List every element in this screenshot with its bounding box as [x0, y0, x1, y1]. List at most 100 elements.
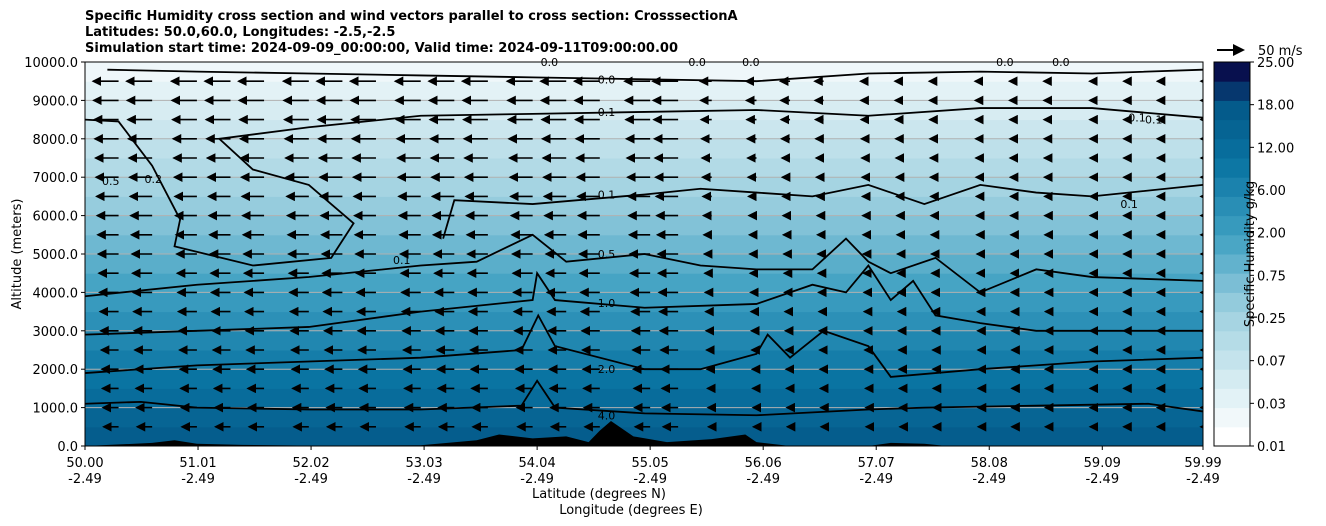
quiver-key-label: 50 m/s: [1258, 44, 1303, 59]
humidity-band: [85, 138, 1203, 159]
colorbar-tick-label: 12.00: [1257, 141, 1294, 156]
x-tick-label-lat: 59.09: [1084, 456, 1121, 471]
humidity-band: [85, 100, 1203, 121]
colorbar-level: [1214, 100, 1250, 121]
colorbar-level: [1214, 350, 1250, 370]
x-axis-label-lat: Latitude (degrees N): [532, 487, 666, 502]
humidity-band: [85, 407, 1203, 428]
y-tick-label: 6000.0: [33, 210, 79, 225]
colorbar-level: [1214, 254, 1250, 274]
contour-label: 0.1: [1145, 114, 1163, 127]
y-axis: 0.0 1000.0 2000.0 3000.0 4000.0 5000.0 6000.0 7…: [24, 56, 85, 455]
x-tick-label-lon: -2.49: [407, 472, 441, 487]
contour-label: 0.5: [598, 248, 616, 261]
y-tick-label: 1000.0: [33, 402, 79, 417]
x-tick-label-lon: -2.49: [520, 472, 554, 487]
y-tick-label: 4000.0: [33, 286, 79, 301]
colorbar-level: [1214, 407, 1250, 428]
humidity-band: [85, 426, 1203, 446]
terrain-profile: [85, 421, 1203, 446]
x-tick-label-lat: 59.99: [1184, 456, 1221, 471]
contour-label: 0.1: [1120, 198, 1138, 211]
colorbar-tick-label: 2.00: [1257, 227, 1286, 242]
colorbar-level: [1214, 62, 1250, 82]
humidity-band: [85, 369, 1203, 389]
x-tick-label-lon: -2.49: [746, 472, 780, 487]
colorbar-tick-label: 6.00: [1257, 184, 1286, 199]
x-tick-label-lon: -2.49: [294, 472, 328, 487]
contour-label: 0.1: [1128, 112, 1146, 125]
x-tick-label-lon: -2.49: [859, 472, 893, 487]
x-tick-label-lat: 52.02: [292, 456, 329, 471]
x-tick-label-lon: -2.49: [1186, 472, 1220, 487]
title-line-2: Latitudes: 50.0,60.0, Longitudes: -2.5,-…: [85, 25, 396, 40]
humidity-band: [85, 234, 1203, 255]
colorbar-tick-label: 0.03: [1257, 397, 1286, 412]
colorbar-tick-label: 0.25: [1257, 312, 1286, 327]
y-axis-label: Altitude (meters): [10, 199, 25, 310]
contour-label: 0.1: [393, 254, 411, 267]
x-tick-label-lat: 50.00: [66, 456, 103, 471]
x-tick-label-lat: 57.07: [858, 456, 895, 471]
x-tick-label-lon: -2.49: [1085, 472, 1119, 487]
colorbar-level: [1214, 138, 1250, 159]
y-tick-label: 2000.0: [33, 363, 79, 378]
title-line-3: Simulation start time: 2024-09-09_00:00:…: [85, 41, 678, 56]
contour-label: 0.2: [145, 173, 163, 186]
x-tick-label-lat: 53.03: [405, 456, 442, 471]
humidity-band: [85, 330, 1203, 351]
colorbar-level: [1214, 158, 1250, 178]
colorbar-level: [1214, 311, 1250, 332]
contour-line-0.0: [107, 68, 1203, 83]
y-tick-label: 9000.0: [33, 94, 79, 109]
humidity-band: [85, 292, 1203, 313]
contour-label: 0.0: [598, 73, 616, 86]
contour-label: 0.5: [102, 175, 120, 188]
colorbar-tick-label: 0.07: [1257, 355, 1286, 370]
x-tick-label-lon: -2.49: [972, 472, 1006, 487]
humidity-band: [85, 273, 1203, 293]
contour-line-0.1: [85, 107, 1203, 267]
x-tick-label-lat: 56.06: [745, 456, 782, 471]
y-tick-label: 8000.0: [33, 133, 79, 148]
contour-line-0.1: [442, 183, 1203, 239]
colorbar-level: [1214, 119, 1250, 140]
colorbar-level: [1214, 234, 1250, 255]
y-tick-label: 0.0: [57, 440, 78, 455]
humidity-band: [85, 119, 1203, 140]
humidity-band: [85, 196, 1203, 217]
colorbar-level: [1214, 292, 1250, 313]
x-tick-label-lat: 55.05: [632, 456, 669, 471]
colorbar-tick-label: 0.01: [1257, 440, 1286, 455]
humidity-band: [85, 62, 1203, 82]
contour-label: 0.1: [598, 188, 616, 201]
contour-label: 0.1: [598, 106, 616, 119]
humidity-band: [85, 215, 1203, 236]
x-tick-label-lon: -2.49: [633, 472, 667, 487]
contour-label: 4.0: [598, 409, 616, 422]
title-line-1: Specific Humidity cross section and wind…: [85, 9, 738, 24]
contour-label: 1.0: [598, 297, 616, 310]
chart-title: Specific Humidity cross section and wind…: [85, 9, 738, 57]
y-tick-label: 10000.0: [24, 56, 78, 71]
colorbar-level: [1214, 426, 1250, 447]
colorbar-label: Specific Humidity g/kg: [1243, 181, 1258, 327]
y-tick-label: 3000.0: [33, 325, 79, 340]
y-tick-label: 5000.0: [33, 248, 79, 263]
humidity-band: [85, 254, 1203, 274]
x-tick-label-lon: -2.49: [181, 472, 215, 487]
colorbar-frame: [1213, 61, 1251, 447]
contour-label: 2.0: [598, 363, 616, 376]
humidity-band: [85, 177, 1203, 197]
colorbar-level: [1214, 177, 1250, 197]
x-tick-label-lon: -2.49: [68, 472, 102, 487]
x-tick-label-lat: 51.01: [179, 456, 216, 471]
x-tick-label-lat: 58.08: [971, 456, 1008, 471]
colorbar-level: [1214, 369, 1250, 389]
colorbar-level: [1214, 81, 1250, 101]
x-tick-label-lat: 54.04: [519, 456, 556, 471]
contour-line-2.0: [85, 313, 1203, 378]
colorbar-level: [1214, 388, 1250, 409]
wind-vectors: [91, 76, 1203, 432]
